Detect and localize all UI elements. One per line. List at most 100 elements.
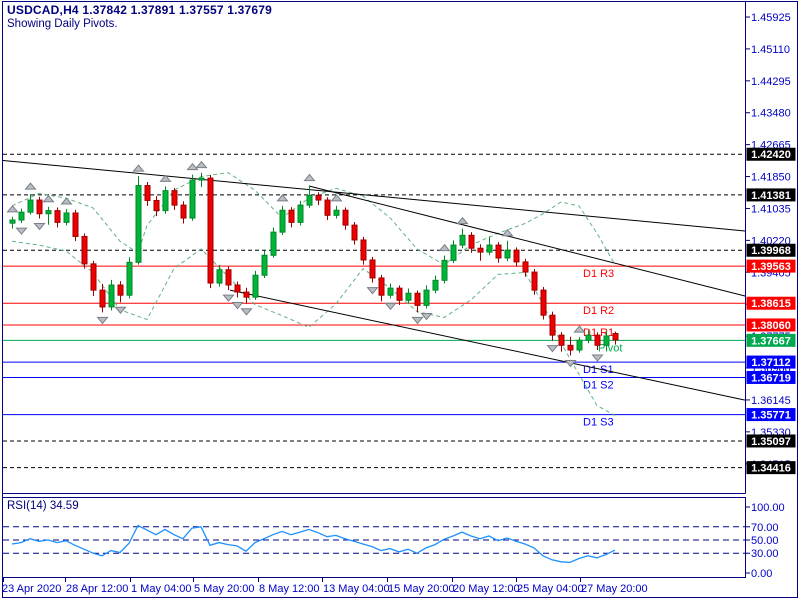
candle-body[interactable]	[306, 194, 313, 206]
candle-body[interactable]	[603, 335, 610, 346]
label-text: 1.44295	[751, 76, 791, 88]
candle-body[interactable]	[351, 224, 358, 241]
candle-body[interactable]	[324, 199, 331, 216]
candle-body[interactable]	[423, 289, 430, 306]
candle-body[interactable]	[252, 274, 259, 298]
candle-body[interactable]	[180, 204, 187, 219]
candle-body[interactable]	[36, 199, 43, 215]
candle-body[interactable]	[315, 194, 322, 201]
candle-body[interactable]	[513, 249, 520, 263]
time-axis[interactable]: 23 Apr 2020 28 Apr 12:00 1 May 04:00 5 May …	[2, 577, 648, 596]
candle-body[interactable]	[333, 209, 340, 216]
candle-body[interactable]	[468, 234, 475, 249]
candle-body[interactable]	[441, 259, 448, 281]
candle-body[interactable]	[225, 269, 232, 286]
candle-body[interactable]	[567, 344, 574, 351]
trendlines-layer[interactable]	[2, 160, 746, 401]
candle-body[interactable]	[540, 289, 547, 316]
candle-body[interactable]	[558, 334, 565, 346]
candle-body[interactable]	[576, 339, 583, 351]
candle-body[interactable]	[360, 239, 367, 261]
candle-body[interactable]	[144, 185, 151, 201]
candle-body[interactable]	[243, 291, 250, 298]
candle-body[interactable]	[162, 190, 169, 212]
candle-body[interactable]	[108, 284, 115, 308]
candle-body[interactable]	[414, 292, 421, 306]
candle-body[interactable]	[585, 334, 592, 341]
candle-body[interactable]	[81, 235, 88, 265]
candle-body[interactable]	[126, 261, 133, 296]
candle-body[interactable]	[387, 287, 394, 296]
candle-body[interactable]	[171, 190, 178, 206]
candle-body[interactable]	[270, 231, 277, 256]
trendline[interactable]	[308, 185, 746, 297]
candle-body[interactable]	[261, 254, 268, 276]
candle-body[interactable]	[27, 199, 34, 213]
label-text: 1.39968	[751, 245, 791, 257]
candle-body[interactable]	[9, 219, 16, 224]
label-text: 28 Apr 12:00	[66, 583, 128, 595]
candle-body[interactable]	[45, 210, 52, 215]
rsi-line	[11, 524, 616, 564]
fractal-down-icon	[564, 359, 577, 368]
trendline[interactable]	[229, 289, 746, 401]
candle-body[interactable]	[54, 210, 61, 223]
candle-body[interactable]	[135, 185, 142, 263]
candle-body[interactable]	[342, 209, 349, 226]
candle-body[interactable]	[63, 212, 70, 223]
price-level-badge: 1.39968	[746, 243, 796, 257]
price-level-badge: 1.38060	[746, 318, 796, 332]
candle-body[interactable]	[459, 234, 466, 246]
label-text: 27 May 20:00	[581, 583, 648, 595]
candle-body[interactable]	[198, 177, 205, 181]
candle-body[interactable]	[234, 284, 241, 293]
fractal-up-icon	[501, 228, 514, 237]
candle-body[interactable]	[549, 314, 556, 336]
candle-body[interactable]	[297, 204, 304, 223]
candle-body[interactable]	[288, 209, 295, 223]
candle-body[interactable]	[495, 244, 502, 259]
candle-body[interactable]	[153, 199, 160, 212]
dashed-levels-layer[interactable]	[3, 153, 745, 469]
candle-body[interactable]	[594, 334, 601, 346]
label-text: 50.00	[751, 535, 779, 547]
candle-body[interactable]	[117, 284, 124, 296]
candle-body[interactable]	[504, 249, 511, 259]
candle-body[interactable]	[405, 292, 412, 301]
candle-body[interactable]	[477, 247, 484, 253]
candle-body[interactable]	[99, 289, 106, 308]
fractal-up-icon	[303, 173, 316, 182]
trendline[interactable]	[2, 160, 746, 232]
price-level-badge: 1.37667	[746, 333, 796, 347]
fractal-down-icon	[33, 222, 46, 231]
candle-body[interactable]	[450, 244, 457, 261]
candle-body[interactable]	[18, 211, 25, 221]
label-text: 25 May 04:00	[517, 583, 584, 595]
label-text: 15 May 20:00	[388, 583, 455, 595]
label-text: 5 May 20:00	[194, 583, 255, 595]
fractal-up-icon	[159, 174, 172, 182]
price-axis[interactable]: 1.459251.451101.442951.434801.426651.418…	[745, 12, 796, 475]
fractals-layer	[6, 160, 604, 368]
candle-body[interactable]	[378, 277, 385, 296]
candles-layer[interactable]	[9, 172, 619, 356]
candle-body[interactable]	[522, 261, 529, 273]
candle-body[interactable]	[432, 279, 439, 291]
candle-body[interactable]	[486, 244, 493, 253]
candle-body[interactable]	[216, 269, 223, 284]
label-text: 1 May 04:00	[131, 583, 192, 595]
candle-body[interactable]	[396, 287, 403, 301]
candle-body[interactable]	[369, 259, 376, 279]
candle-body[interactable]	[612, 332, 619, 341]
candle-body[interactable]	[189, 179, 196, 219]
candle-body[interactable]	[72, 212, 79, 237]
candle-body[interactable]	[531, 271, 538, 291]
candle-body[interactable]	[207, 177, 214, 284]
candle-body[interactable]	[279, 209, 286, 233]
fractal-down-icon	[420, 313, 433, 321]
candle-body[interactable]	[90, 263, 97, 291]
label-text: D1 S1	[583, 364, 614, 376]
